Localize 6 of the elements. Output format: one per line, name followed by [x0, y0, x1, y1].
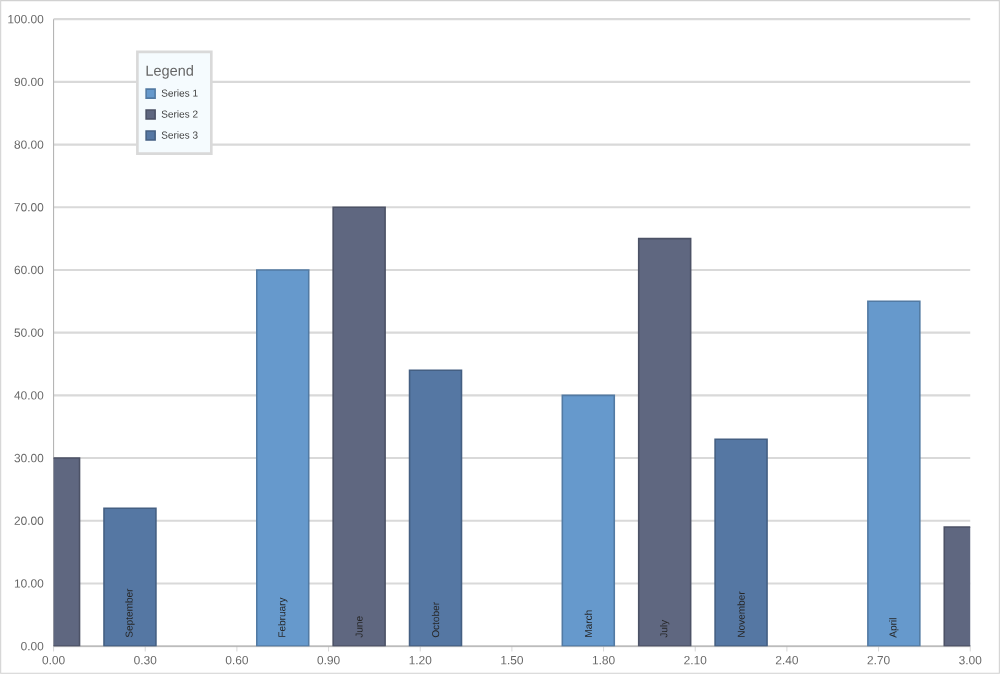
bar	[255, 269, 310, 647]
bar	[103, 507, 157, 647]
bar	[714, 438, 768, 647]
bar	[867, 300, 921, 647]
bar	[561, 394, 616, 647]
bar	[408, 369, 463, 647]
